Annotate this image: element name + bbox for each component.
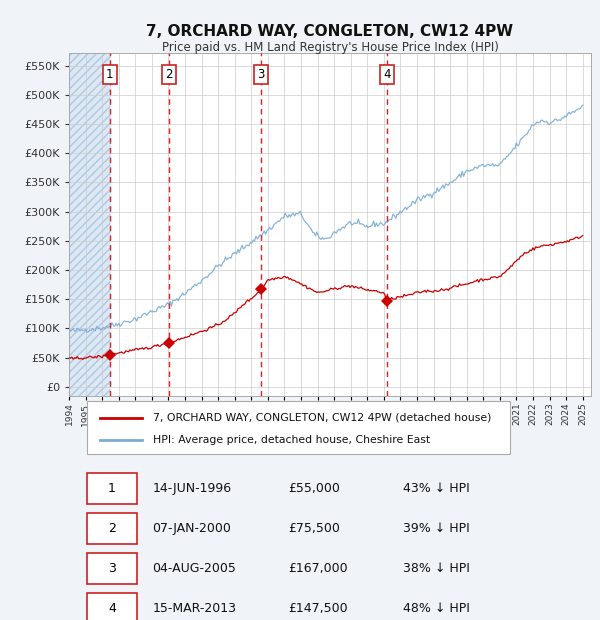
FancyBboxPatch shape bbox=[87, 473, 137, 504]
Text: HPI: Average price, detached house, Cheshire East: HPI: Average price, detached house, Ches… bbox=[152, 435, 430, 445]
Text: 2: 2 bbox=[108, 522, 116, 535]
Text: 14-JUN-1996: 14-JUN-1996 bbox=[152, 482, 232, 495]
Text: 3: 3 bbox=[108, 562, 116, 575]
Bar bbox=[69, 53, 110, 396]
FancyBboxPatch shape bbox=[87, 553, 137, 583]
Text: 3: 3 bbox=[257, 68, 265, 81]
Text: 43% ↓ HPI: 43% ↓ HPI bbox=[403, 482, 470, 495]
Text: £75,500: £75,500 bbox=[288, 522, 340, 535]
Text: 48% ↓ HPI: 48% ↓ HPI bbox=[403, 601, 470, 614]
FancyBboxPatch shape bbox=[87, 513, 137, 544]
Text: 07-JAN-2000: 07-JAN-2000 bbox=[152, 522, 232, 535]
Bar bbox=[69, 48, 110, 399]
Text: £55,000: £55,000 bbox=[288, 482, 340, 495]
FancyBboxPatch shape bbox=[87, 593, 137, 620]
FancyBboxPatch shape bbox=[87, 401, 510, 454]
Text: 1: 1 bbox=[108, 482, 116, 495]
Text: 04-AUG-2005: 04-AUG-2005 bbox=[152, 562, 236, 575]
Text: 2: 2 bbox=[165, 68, 173, 81]
Text: 7, ORCHARD WAY, CONGLETON, CW12 4PW: 7, ORCHARD WAY, CONGLETON, CW12 4PW bbox=[146, 24, 514, 38]
Text: 4: 4 bbox=[383, 68, 391, 81]
Text: 39% ↓ HPI: 39% ↓ HPI bbox=[403, 522, 470, 535]
Text: 15-MAR-2013: 15-MAR-2013 bbox=[152, 601, 236, 614]
Text: Price paid vs. HM Land Registry's House Price Index (HPI): Price paid vs. HM Land Registry's House … bbox=[161, 41, 499, 54]
Text: £147,500: £147,500 bbox=[288, 601, 348, 614]
Text: 1: 1 bbox=[106, 68, 113, 81]
Text: £167,000: £167,000 bbox=[288, 562, 348, 575]
Text: 4: 4 bbox=[108, 601, 116, 614]
Text: 7, ORCHARD WAY, CONGLETON, CW12 4PW (detached house): 7, ORCHARD WAY, CONGLETON, CW12 4PW (det… bbox=[152, 412, 491, 423]
Text: 38% ↓ HPI: 38% ↓ HPI bbox=[403, 562, 470, 575]
